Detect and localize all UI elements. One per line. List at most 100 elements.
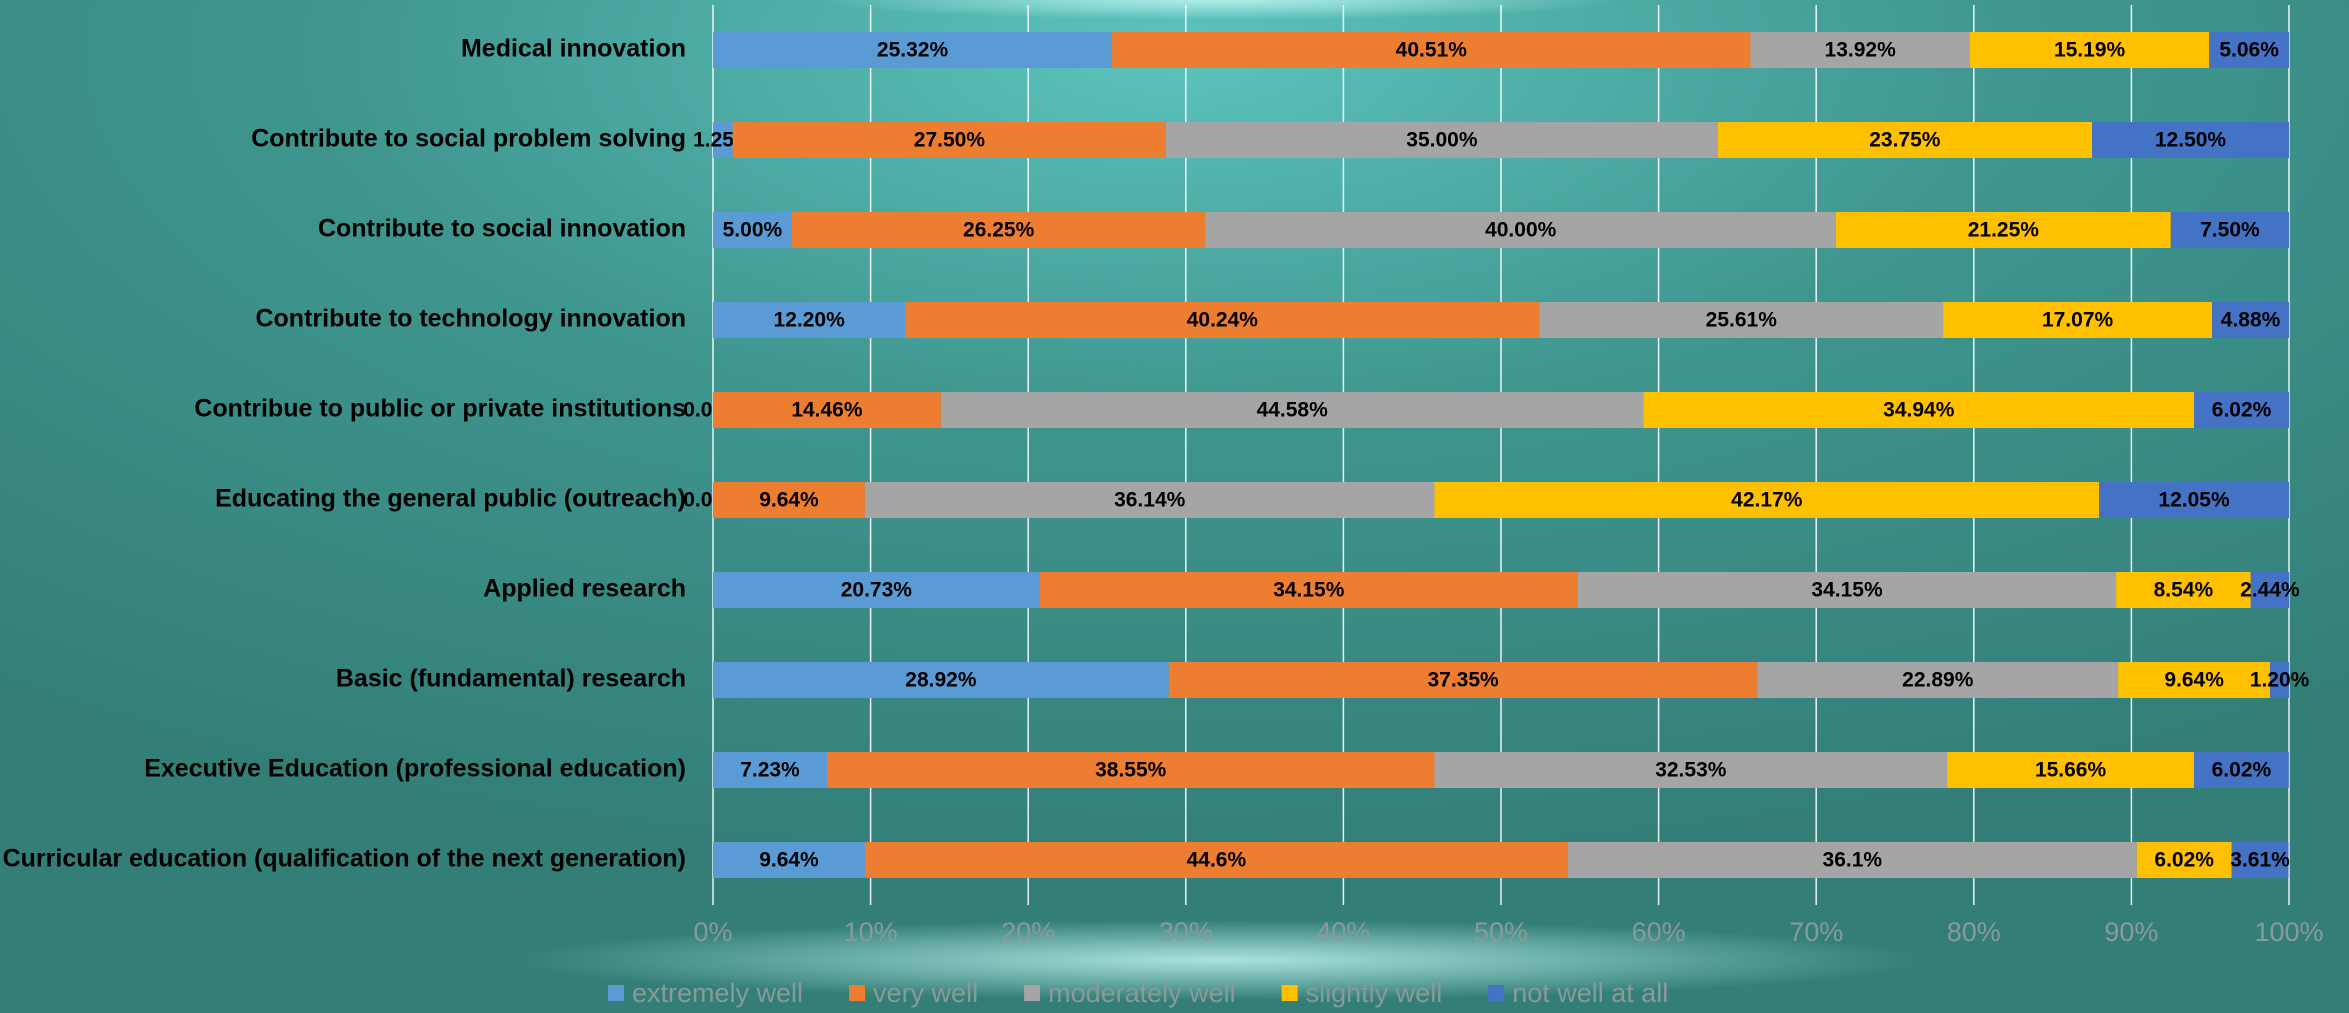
value-label: 22.89%: [1902, 669, 1974, 692]
legend-label: extremely well: [632, 978, 803, 1008]
bar-segment: [713, 32, 1113, 68]
legend-label: moderately well: [1048, 978, 1236, 1008]
value-label: 8.54%: [2154, 579, 2214, 602]
value-label: 9.64%: [759, 489, 819, 512]
value-label: 40.51%: [1396, 39, 1468, 62]
value-label: 6.02%: [2154, 849, 2214, 872]
category-label: Curricular education (qualification of t…: [3, 845, 686, 873]
bar-segment: [713, 122, 733, 158]
value-label: 12.20%: [774, 309, 846, 332]
bar-segment: [1166, 122, 1718, 158]
bar-segment: [1039, 572, 1578, 608]
value-label: 2.44%: [2240, 579, 2300, 602]
value-label: 35.00%: [1406, 129, 1478, 152]
bar-segment: [1577, 572, 2117, 608]
bar-segment: [1434, 482, 2100, 518]
bar-segment: [1835, 212, 2171, 248]
value-label: 6.02%: [2212, 399, 2272, 422]
bar-segment: [2212, 302, 2289, 338]
value-label: 4.88%: [2221, 309, 2281, 332]
x-tick-label: 90%: [2104, 917, 2158, 947]
bar-segment: [713, 302, 906, 338]
value-label: 23.75%: [1869, 129, 1941, 152]
value-label: 44.6%: [1187, 849, 1247, 872]
value-label: 44.58%: [1257, 399, 1329, 422]
x-tick-label: 100%: [2254, 917, 2323, 947]
bar-segment: [1750, 32, 1970, 68]
bar-segment: [1168, 662, 1758, 698]
legend-label: slightly well: [1306, 978, 1443, 1008]
value-label: 1.20%: [2250, 669, 2310, 692]
bar-segment: [713, 662, 1169, 698]
bar-segment: [2136, 842, 2232, 878]
bar-segment: [940, 392, 1644, 428]
value-label: 42.17%: [1731, 489, 1803, 512]
bar-segment: [732, 122, 1167, 158]
bar-segment: [2270, 662, 2289, 698]
bar-segment: [1643, 392, 2195, 428]
bar-segment: [1539, 302, 1944, 338]
value-label: 25.32%: [877, 39, 949, 62]
bar-segment: [713, 212, 792, 248]
category-label: Contribute to social problem solving: [251, 125, 686, 153]
value-label: 34.15%: [1811, 579, 1883, 602]
x-tick-label: 70%: [1789, 917, 1843, 947]
x-tick-label: 0%: [693, 917, 732, 947]
value-label: 14.46%: [791, 399, 863, 422]
bar-segment: [826, 752, 1435, 788]
value-label: 20.73%: [841, 579, 913, 602]
category-label: Basic (fundamental) research: [336, 665, 686, 693]
value-label: 32.53%: [1655, 759, 1727, 782]
bar-segment: [2170, 212, 2289, 248]
bar-segment: [1943, 302, 2213, 338]
bar-segment: [713, 392, 941, 428]
background-glow: [820, 0, 1620, 20]
value-label: 6.02%: [2212, 759, 2272, 782]
bar-segment: [713, 842, 865, 878]
x-tick-label: 40%: [1316, 917, 1370, 947]
bar-segment: [2092, 122, 2289, 158]
value-label: 36.1%: [1823, 849, 1883, 872]
value-label: 34.94%: [1883, 399, 1955, 422]
legend-swatch: [1024, 985, 1041, 1001]
x-tick-label: 80%: [1947, 917, 2001, 947]
legend-label: not well at all: [1512, 978, 1668, 1008]
value-label: 21.25%: [1968, 219, 2040, 242]
x-tick-label: 10%: [844, 917, 898, 947]
legend-swatch: [1281, 985, 1298, 1001]
value-label: 12.50%: [2155, 129, 2227, 152]
bar-segment: [713, 752, 827, 788]
value-label: 12.05%: [2158, 489, 2230, 512]
value-label: 3.61%: [2230, 849, 2290, 872]
x-tick-label: 20%: [1001, 917, 1055, 947]
category-label: Applied research: [483, 575, 686, 603]
bar-segment: [864, 842, 1568, 878]
value-label: 28.92%: [905, 669, 977, 692]
value-label: 17.07%: [2042, 309, 2114, 332]
value-label: 40.24%: [1187, 309, 1259, 332]
x-tick-label: 50%: [1474, 917, 1528, 947]
value-label: 7.50%: [2200, 219, 2260, 242]
category-label: Contribute to social innovation: [318, 215, 686, 243]
value-label: 36.14%: [1114, 489, 1186, 512]
bar-segment: [1567, 842, 2137, 878]
value-label: 9.64%: [2164, 669, 2224, 692]
x-tick-label: 60%: [1632, 917, 1686, 947]
value-label: 5.06%: [2219, 39, 2279, 62]
bar-segment: [905, 302, 1540, 338]
background-glow: [520, 920, 1920, 1000]
bar-segment: [2099, 482, 2289, 518]
category-label: Contribue to public or private instituti…: [194, 395, 686, 423]
value-label: 27.50%: [914, 129, 986, 152]
value-label: 7.23%: [740, 759, 800, 782]
value-label: 26.25%: [963, 219, 1035, 242]
bar-segment: [2118, 662, 2271, 698]
legend-label: very well: [873, 978, 978, 1008]
bar-segment: [2250, 572, 2290, 608]
bar-segment: [2209, 32, 2289, 68]
value-label: 34.15%: [1273, 579, 1345, 602]
value-label: 15.19%: [2054, 39, 2126, 62]
bar-segment: [1112, 32, 1751, 68]
bar-segment: [1434, 752, 1948, 788]
